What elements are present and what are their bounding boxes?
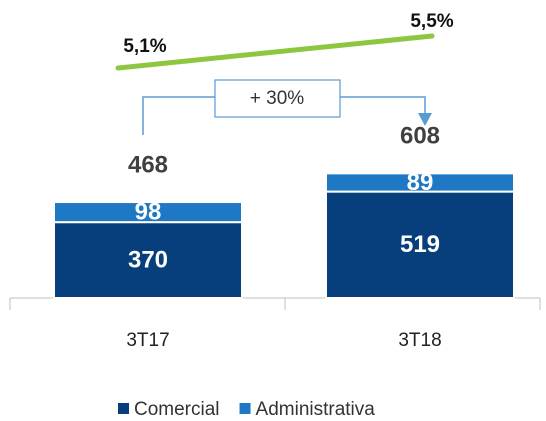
legend-swatch [239,403,251,414]
annotation: + 30% [250,88,305,109]
bar-segment [53,221,243,299]
bar-segment [325,172,515,193]
arrow-head [418,113,432,126]
legend-label: Administrativa [256,399,376,420]
legend-swatch [118,403,129,414]
legend-label: Comercial [134,399,220,420]
total-label: 608 [400,123,440,150]
ratio-line [115,33,435,71]
data-label: 370 [128,246,168,273]
x-tick-label: 3T18 [398,330,441,351]
annotation-box [214,79,341,118]
bar-segment [53,201,243,224]
x-tick-label: 3T17 [126,330,169,351]
ratio-label: 5,1% [123,36,166,57]
ratio-label: 5,5% [410,11,453,32]
bar-segment [325,190,515,299]
data-label: 519 [400,231,440,258]
data-label: 89 [407,169,434,196]
total-label: 468 [128,151,168,178]
data-label: 98 [135,198,162,225]
